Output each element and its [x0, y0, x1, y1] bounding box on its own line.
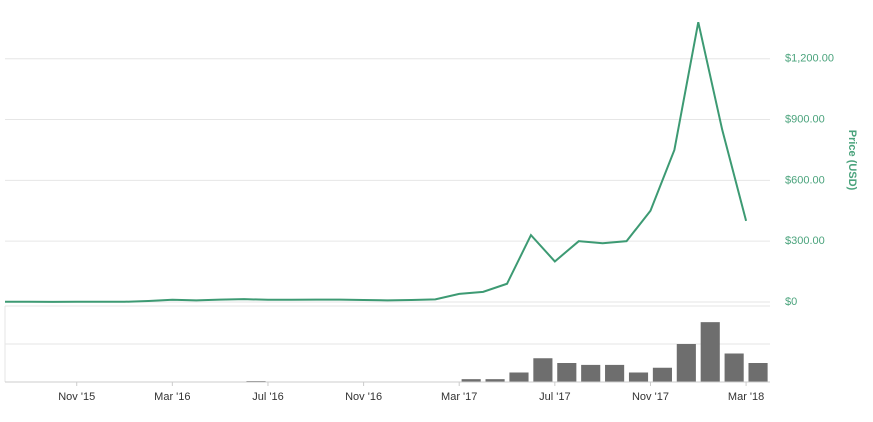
volume-bar [509, 372, 529, 382]
y-tick-label: $600.00 [785, 174, 825, 186]
y-axis-label: Price (USD) [846, 130, 858, 191]
y-tick-label: $0 [785, 296, 797, 308]
x-tick-label: Mar '18 [728, 391, 764, 403]
volume-bar [605, 364, 625, 382]
volume-bar [533, 358, 553, 382]
x-tick-label: Mar '17 [441, 391, 477, 403]
volume-bar [557, 363, 577, 382]
x-tick-label: Nov '17 [632, 391, 669, 403]
volume-bar [748, 363, 768, 382]
y-tick-label: $1,200.00 [785, 53, 834, 65]
volume-bar [676, 344, 696, 382]
x-tick-label: Nov '16 [345, 391, 382, 403]
volume-bar [724, 353, 744, 382]
x-tick-label: Mar '16 [154, 391, 190, 403]
x-tick-label: Jul '16 [252, 391, 283, 403]
y-tick-label: $900.00 [785, 113, 825, 125]
volume-bar [485, 379, 505, 382]
price-line [5, 22, 748, 303]
y-tick-label: $300.00 [785, 235, 825, 247]
x-tick-label: Jul '17 [539, 391, 570, 403]
x-tick-label: Nov '15 [58, 391, 95, 403]
volume-bar [700, 322, 720, 382]
volume-bar [581, 364, 601, 382]
volume-bar [628, 372, 649, 382]
volume-bar [461, 379, 481, 382]
volume-bar [652, 367, 672, 382]
